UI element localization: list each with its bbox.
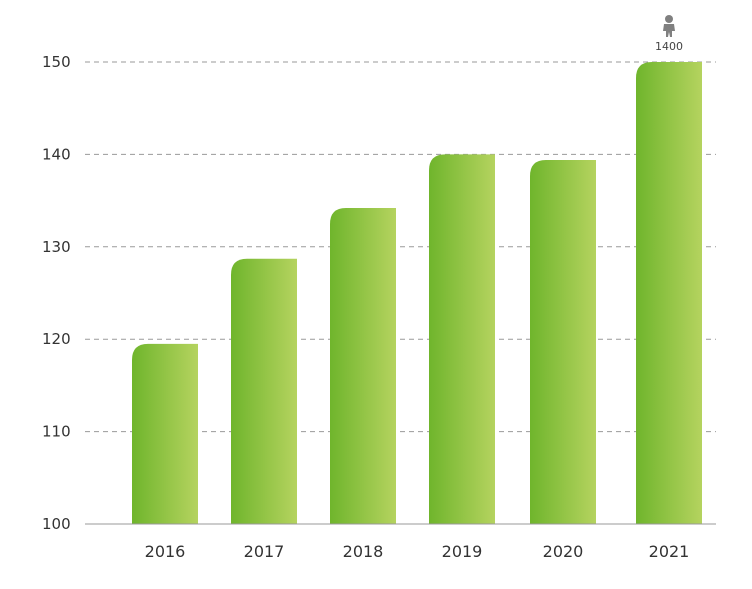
bar-2018 <box>330 207 396 524</box>
x-tick-label: 2018 <box>343 542 384 561</box>
x-axis-labels: 2016 2017 2018 2019 2020 2021 <box>145 542 690 561</box>
x-tick-label: 2017 <box>244 542 285 561</box>
x-tick-label: 2021 <box>649 542 690 561</box>
bar-2020 <box>530 159 596 524</box>
x-tick-label: 2016 <box>145 542 186 561</box>
bar-2019 <box>429 154 495 524</box>
y-tick-label: 140 <box>42 145 71 163</box>
y-tick-label: 130 <box>42 238 71 256</box>
y-axis-ticks: 100 110 120 130 140 150 <box>42 53 71 533</box>
gridlines <box>85 61 716 433</box>
bar-2021 <box>636 62 702 524</box>
y-tick-label: 110 <box>42 423 71 441</box>
y-tick-label: 120 <box>42 330 71 348</box>
bar-annotation: 1400 <box>655 15 683 53</box>
bars <box>132 62 702 524</box>
x-tick-label: 2020 <box>543 542 584 561</box>
bar-2017 <box>231 258 297 524</box>
x-tick-label: 2019 <box>442 542 483 561</box>
bar-2016 <box>132 343 198 524</box>
y-tick-label: 100 <box>42 515 71 533</box>
annotation-label: 1400 <box>655 40 683 53</box>
person-icon <box>663 15 675 37</box>
y-tick-label: 150 <box>42 53 71 71</box>
